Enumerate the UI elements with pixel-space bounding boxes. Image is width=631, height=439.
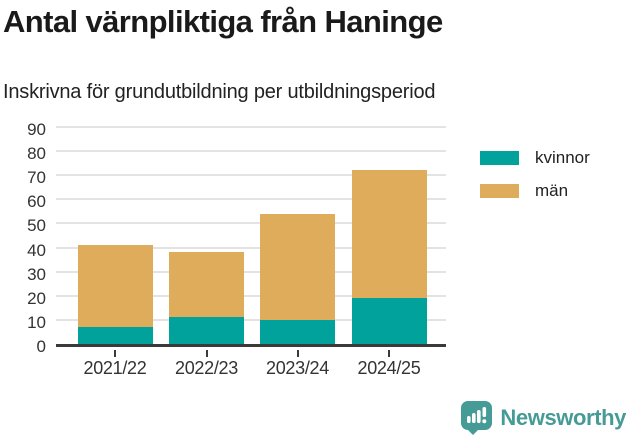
- legend-label-män: män: [535, 181, 569, 200]
- y-tick-label-30: 30: [27, 264, 46, 284]
- bar-2023-24-kvinnor: [260, 319, 335, 344]
- legend-label-kvinnor: kvinnor: [535, 148, 590, 167]
- x-tick-label-2021-22: 2021/22: [83, 358, 147, 378]
- bar-2024-25-män: [351, 170, 427, 299]
- y-tick-label-50: 50: [27, 216, 46, 236]
- x-tick-2022-23: [205, 350, 208, 357]
- bar-2022-23-män: [169, 252, 244, 318]
- plot-area: 2021/22 2022/23 2023/24 2024/25: [56, 126, 446, 378]
- legend-swatch-kvinnor: [480, 151, 519, 165]
- y-tick-label-10: 10: [27, 312, 46, 332]
- newsworthy-bar-chart-speech-bubble-icon: [461, 401, 493, 435]
- gridline-y60: [56, 198, 446, 201]
- gridline-y50: [56, 222, 446, 225]
- newsworthy-logo: Newsworthy: [461, 401, 626, 435]
- chart-title: Antal värnpliktiga från Haninge: [3, 4, 443, 39]
- y-tick-label-90: 90: [27, 120, 46, 139]
- y-tick-label-20: 20: [27, 288, 46, 308]
- gridline-y40: [56, 246, 446, 249]
- gridline-y70: [56, 174, 446, 177]
- y-tick-label-60: 60: [27, 192, 46, 212]
- bar-2022-23-kvinnor: [169, 317, 244, 344]
- x-tick-label-2024-25: 2024/25: [357, 358, 421, 378]
- x-tick-label-2023-24: 2023/24: [266, 358, 329, 378]
- legend: kvinnor män: [480, 148, 590, 214]
- gridline-y90: [56, 126, 446, 128]
- y-tick-label-0: 0: [36, 337, 46, 356]
- x-tick-label-2022-23: 2022/23: [175, 358, 238, 378]
- gridline-y20: [56, 294, 446, 297]
- gridline-y30: [56, 270, 446, 273]
- bar-2024-25-kvinnor: [351, 298, 427, 344]
- y-axis-labels: 0 10 20 30 40 50 60 70 80 90: [0, 120, 46, 356]
- x-tick-2023-24: [296, 350, 299, 357]
- legend-item-kvinnor: kvinnor: [480, 148, 590, 168]
- gridline-y80: [56, 150, 446, 153]
- bar-2021-22-kvinnor: [77, 327, 153, 344]
- x-tick-2021-22: [114, 350, 116, 357]
- y-tick-label-70: 70: [27, 168, 46, 188]
- x-tick-2024-25: [388, 350, 390, 357]
- legend-item-män: män: [480, 181, 590, 201]
- legend-swatch-män: [480, 184, 519, 198]
- chart-subtitle: Inskrivna för grundutbildning per utbild…: [3, 81, 436, 103]
- newsworthy-logo-text: Newsworthy: [500, 405, 626, 430]
- gridline-y10: [56, 318, 446, 321]
- bar-2021-22-män: [77, 245, 153, 328]
- bar-2023-24-män: [260, 213, 335, 320]
- y-tick-label-40: 40: [27, 240, 46, 260]
- y-tick-label-80: 80: [27, 144, 46, 164]
